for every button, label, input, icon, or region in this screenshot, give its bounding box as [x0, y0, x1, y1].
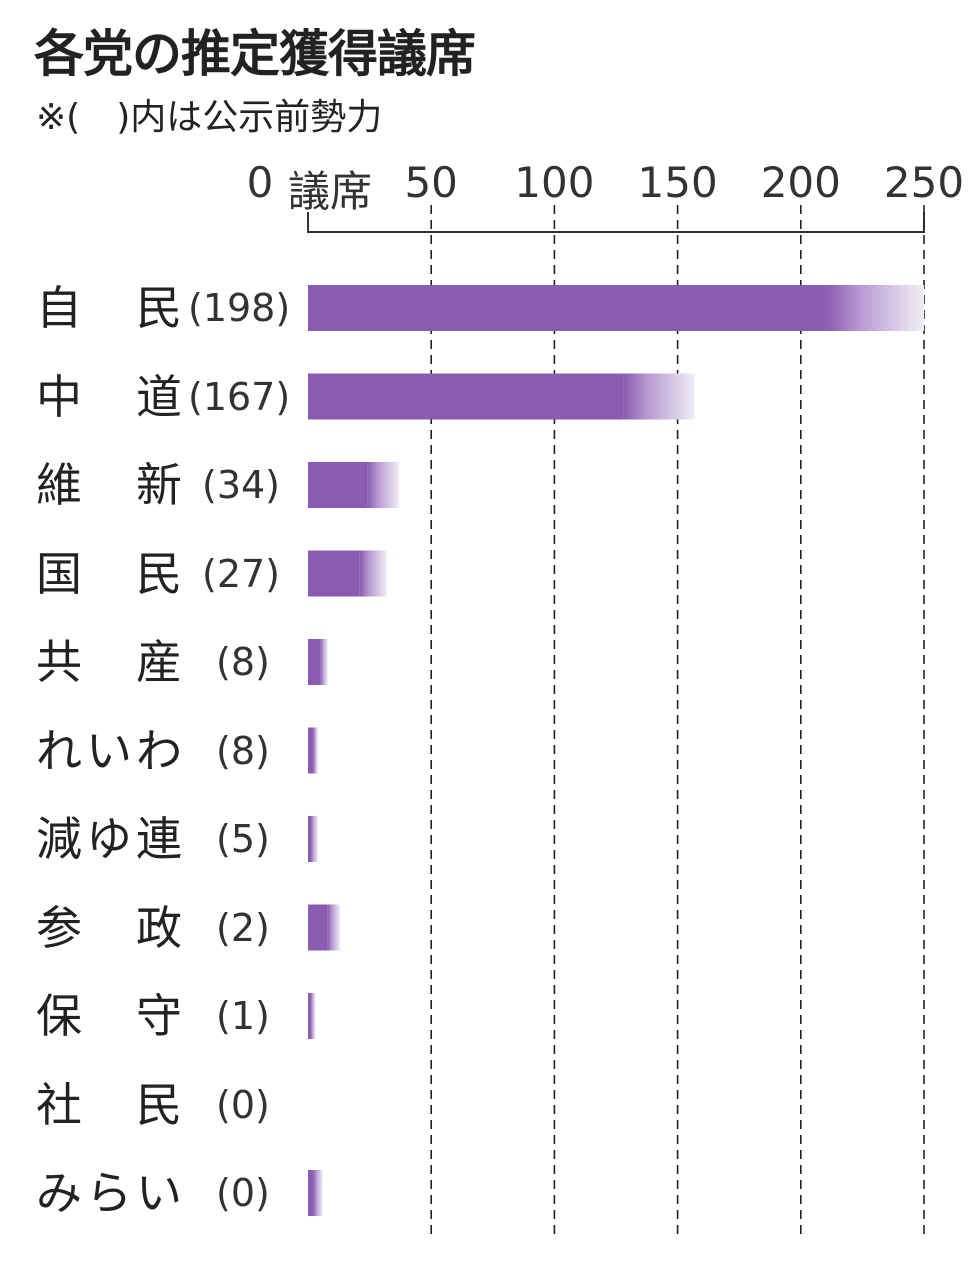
bar-range-保守	[310, 993, 316, 1039]
category-label: れいわ	[36, 723, 182, 778]
axis-unit-label: 議席	[287, 167, 373, 216]
bar-solid-中道	[308, 373, 624, 420]
tick-label: 250	[883, 158, 965, 207]
category-label: 共産	[36, 635, 182, 689]
bar-solid-みらい	[308, 1170, 313, 1216]
bar-solid-共産	[308, 639, 321, 685]
previous-seats-label: (1)	[216, 994, 270, 1038]
previous-seats-label: (34)	[202, 463, 281, 507]
chart-title: 各党の推定獲得議席	[34, 25, 476, 83]
previous-seats-label: (8)	[216, 640, 270, 684]
bar-solid-国民	[308, 550, 360, 597]
category-label: 維新	[36, 458, 182, 512]
tick-label: 100	[514, 158, 595, 207]
bar-solid-自民	[308, 285, 826, 331]
bar-solid-維新	[308, 462, 368, 508]
category-label: 自民	[36, 281, 182, 335]
bar-range-減ゆ連	[310, 816, 318, 862]
bar-range-自民	[825, 285, 924, 331]
previous-seats-label: (5)	[216, 817, 270, 861]
bar-solid-減ゆ連	[308, 816, 311, 862]
previous-seats-label: (198)	[188, 286, 291, 330]
bar-range-参政	[327, 904, 341, 951]
bar-range-中道	[623, 373, 695, 420]
bar-solid-保守	[308, 993, 311, 1039]
category-label: 参政	[36, 900, 182, 955]
previous-seats-label: (27)	[202, 551, 281, 596]
category-label: 社民	[36, 1077, 182, 1132]
bar-range-みらい	[312, 1170, 323, 1216]
tick-label: 150	[637, 158, 718, 207]
category-label: 国民	[36, 546, 182, 601]
category-label: 中道	[36, 369, 182, 424]
category-label: みらい	[36, 1166, 182, 1220]
category-label: 減ゆ連	[36, 812, 182, 866]
bar-solid-参政	[308, 904, 328, 951]
bar-range-共産	[320, 639, 328, 685]
bar-range-国民	[359, 550, 387, 597]
chart-subtitle: ※( )内は公示前勢力	[36, 97, 383, 138]
tick-label: 0	[246, 158, 274, 207]
tick-label: 50	[404, 158, 458, 207]
tick-label: 200	[760, 158, 841, 207]
category-label: 保守	[36, 989, 182, 1043]
previous-seats-label: (0)	[216, 1171, 270, 1215]
bar-range-維新	[367, 462, 400, 508]
previous-seats-label: (0)	[216, 1082, 270, 1127]
previous-seats-label: (167)	[188, 374, 291, 419]
previous-seats-label: (8)	[216, 728, 270, 773]
previous-seats-label: (2)	[216, 905, 270, 950]
x-axis-line	[307, 212, 925, 233]
bar-solid-れいわ	[308, 727, 313, 774]
bar-range-れいわ	[312, 727, 318, 774]
